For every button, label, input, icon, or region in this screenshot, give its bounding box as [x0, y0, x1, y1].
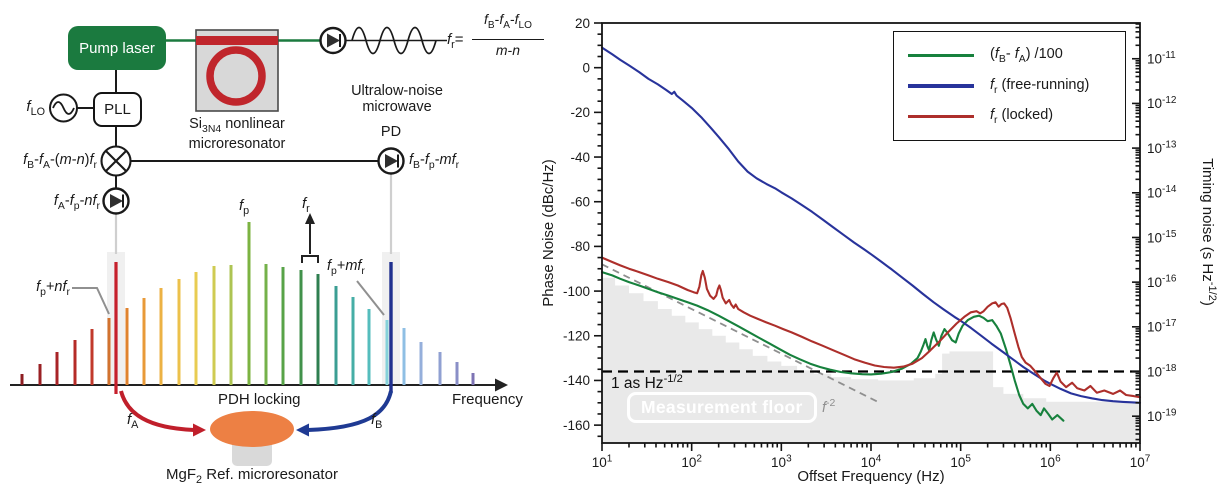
axis-ticks: [594, 22, 1141, 451]
y2-tick-label: 10-16: [1147, 274, 1177, 290]
legend-label: fr (free-running): [990, 76, 1090, 96]
fr-arrowhead-icon: [305, 213, 315, 224]
fb-lock-arrowhead-icon: [296, 423, 309, 437]
fb-lock-arrow: [307, 390, 393, 432]
y-tick-label: -40: [570, 150, 590, 165]
chart-legend: (fB- fA) /100 fr (free-running) fr (locked…: [893, 31, 1126, 141]
series-f-r-free-running-: [600, 46, 1142, 404]
fp-n-label: fp+nfr: [36, 279, 70, 298]
measurement-floor-annotation: Measurement floor: [627, 392, 817, 423]
fp-label: fp: [239, 197, 250, 217]
x-tick-label: 101: [592, 454, 613, 470]
si3n4-bus-waveguide: [196, 36, 278, 45]
y-tick-label: 20: [575, 16, 590, 31]
pll-label: PLL: [104, 101, 131, 118]
formula-lhs: fr=: [447, 31, 464, 51]
legend-entry: fr (locked): [894, 107, 1125, 126]
fa-lock-arrow: [119, 390, 195, 432]
resonator-caption-line1: Si3N4 nonlinear: [189, 116, 285, 135]
pd-b-signal-label: fB-fp-mfr: [409, 152, 460, 171]
fr-bracket-icon: [301, 255, 319, 263]
y-tick-label: -140: [563, 373, 590, 388]
pump-laser-label: Pump laser: [79, 39, 155, 57]
y2-tick-label: 10-11: [1147, 50, 1176, 66]
mgf2-caption: MgF2 Ref. microresonator: [166, 466, 338, 486]
microwave-caption-line2: microwave: [362, 99, 432, 116]
fa-label: fA: [127, 411, 139, 431]
x-tick-label: 102: [681, 454, 702, 470]
formula-numerator: fB-fA-fLO: [484, 11, 532, 31]
series-f-r-locked-: [600, 256, 1142, 399]
pll-box: PLL: [93, 92, 142, 127]
y-tick-label: -160: [563, 418, 590, 433]
photodetector-b-triangle-icon: [385, 154, 398, 168]
x-axis-title: Offset Frequency (Hz): [797, 468, 944, 485]
f2-slope-annotation: f-2: [822, 398, 836, 416]
comb-teeth-group: [20, 222, 475, 385]
pd-a-signal-label: fA-fp-nfr: [53, 193, 100, 212]
dashed-level-annotation: 1 as Hz-1/2: [611, 373, 683, 393]
pump-laser-box: Pump laser: [68, 26, 166, 70]
resonator-caption: Si3N4 nonlinear microresonator: [178, 116, 296, 152]
y2-tick-label: 10-17: [1147, 318, 1177, 334]
x-tick-label: 106: [1040, 454, 1061, 470]
y2-tick-label: 10-14: [1147, 184, 1177, 200]
x-tick-label: 105: [950, 454, 971, 470]
y2-tick-label: 10-13: [1147, 140, 1177, 156]
pdh-locking-label: PDH locking: [218, 391, 301, 408]
fr-label: fr: [302, 195, 310, 215]
y2-tick-label: 10-18: [1147, 363, 1177, 379]
y-tick-label: -80: [570, 239, 590, 254]
legend-entry: fr (free-running): [894, 76, 1125, 96]
formula-denominator: m-n: [495, 42, 521, 58]
fpm-pointer-line: [356, 280, 385, 316]
legend-entry: (fB- fA) /100: [894, 46, 1125, 65]
y2-axis-title: Timing noise (s Hz-1/2): [1199, 158, 1218, 306]
y-tick-label: -120: [563, 329, 590, 344]
legend-swatch: [908, 84, 974, 88]
y2-tick-label: 10-12: [1147, 95, 1177, 111]
fp-m-label: fp+mfr: [327, 258, 365, 277]
x-tick-label: 107: [1130, 454, 1151, 470]
mgf2-resonator-disk: [210, 411, 294, 447]
legend-swatch: [908, 115, 974, 119]
pd-name-label: PD: [380, 124, 402, 140]
mixer-signal-label: fB-fA-(m-n)fr: [23, 152, 97, 171]
flo-label: fLO: [26, 98, 45, 118]
y2-tick-label: 10-19: [1147, 408, 1177, 424]
fa-lock-arrowhead-icon: [193, 423, 206, 437]
legend-label: (fB- fA) /100: [990, 45, 1063, 65]
si3n4-ring-icon: [206, 46, 266, 106]
x-tick-label: 104: [861, 454, 882, 470]
comb-axis-label: Frequency: [452, 391, 523, 408]
comb-axis-arrowhead-icon: [495, 378, 508, 392]
microwave-caption-line1: Ultralow-noise: [351, 83, 443, 99]
y2-tick-label: 10-15: [1147, 229, 1177, 245]
photodetector-mw-triangle-icon: [327, 33, 340, 48]
comb-special-lines-group: [114, 262, 393, 394]
resonator-caption-line2: microresonator: [188, 135, 286, 152]
mixer-x2-icon: [104, 149, 128, 173]
fpn-pointer-line: [72, 287, 110, 315]
measurement-floor-region: [602, 277, 1140, 443]
photodetector-a-triangle-icon: [110, 194, 123, 208]
y-axis-title: Phase Noise (dBc/Hz): [540, 159, 557, 307]
microwave-sine-icon: [351, 26, 437, 55]
y-tick-label: -20: [570, 105, 590, 120]
x-tick-label: 103: [771, 454, 792, 470]
y-tick-label: 0: [582, 60, 590, 75]
lo-oscillator-sine-icon: [52, 101, 75, 115]
legend-label: fr (locked): [990, 107, 1054, 127]
series--f-b-f-a-100: [600, 271, 1065, 422]
y-tick-label: -60: [570, 195, 590, 210]
legend-swatch: [908, 53, 974, 57]
f2-reference-line: [601, 263, 882, 405]
y-tick-label: -100: [563, 284, 590, 299]
formula-fraction-bar: [472, 39, 544, 40]
fb-label: fB: [371, 411, 383, 431]
microwave-caption: Ultralow-noise microwave: [341, 83, 453, 115]
